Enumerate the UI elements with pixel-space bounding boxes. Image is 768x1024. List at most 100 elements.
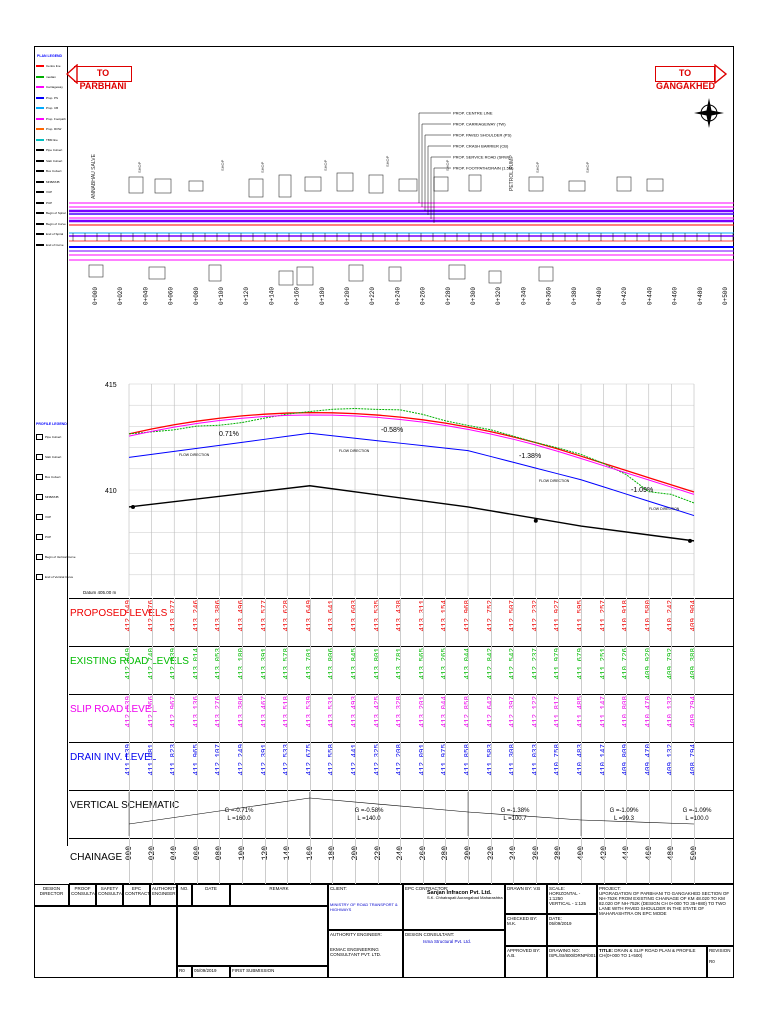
legend-swatch xyxy=(36,75,44,78)
grade-label: -1.09% xyxy=(631,487,653,494)
revision-header: REVISION xyxy=(709,948,731,953)
legend-swatch xyxy=(36,170,44,172)
table-column-divider xyxy=(196,598,198,884)
shop-label: SHOP xyxy=(260,161,265,173)
plan-callout: PROP. CENTRE LINE xyxy=(453,111,493,116)
plan-chainage: 0+120 xyxy=(243,287,250,305)
date-label: DATE: xyxy=(549,916,562,921)
date-header: DATE xyxy=(192,884,230,906)
building-outline xyxy=(296,266,314,286)
plan-legend-item: PUP xyxy=(36,201,52,205)
approved-by: APPROVED BY: A.B. xyxy=(505,946,547,978)
legend-swatch xyxy=(36,243,44,246)
legend-label: MNB/MJB xyxy=(45,495,59,499)
drain-inv-band xyxy=(69,742,734,790)
plan-legend-item: Pipe Culvert xyxy=(36,148,62,152)
plan-legend-item: Prop. PS xyxy=(36,96,58,100)
building-outline xyxy=(388,266,402,282)
proof-consultant-cell: PROOF CONSULTANT xyxy=(69,884,96,906)
plan-legend-item: MNB/MJB xyxy=(36,180,60,184)
plan-legend-item: End of Spiral xyxy=(36,232,63,236)
schematic-length: L =100.7 xyxy=(503,816,527,822)
profile-legend-title: PROFILE LEGEND xyxy=(36,422,67,426)
schematic-segment xyxy=(467,811,582,821)
table-column-divider xyxy=(219,598,221,884)
left-arrow-icon xyxy=(66,64,78,84)
schematic-segment xyxy=(580,819,695,825)
plan-chainage: 0+100 xyxy=(218,287,225,305)
profile-view: 415 410 Datum 405.00 m 0.71% -0.58% -1.38% -1.… xyxy=(83,382,695,596)
table-column-divider xyxy=(671,598,673,884)
scale-cell: SCALE: HORIZONTAL - 1:1250 VERTICAL - 1:… xyxy=(547,884,597,914)
plan-chainage: 0+080 xyxy=(193,287,200,305)
remark-header: REMARK xyxy=(230,884,328,906)
drawing-no-cell: DRAWING NO: ISPL/SI/800/DRNP/001 xyxy=(547,946,597,978)
table-column-divider xyxy=(242,598,243,884)
legend-label: median xyxy=(46,74,56,79)
building-outline xyxy=(568,180,586,192)
authority-engineer-header: AUTHORITY ENGINEER xyxy=(150,884,177,906)
profile-legend-item: End of Vertical Curve xyxy=(36,574,73,580)
flow-direction-label: FLOW DIRECTION xyxy=(539,479,570,483)
legend-swatch xyxy=(36,149,44,151)
rev-remark-cell: FIRST SUBMISSION xyxy=(230,966,328,978)
road-name-label: ANNABHAU SALVE xyxy=(91,153,97,199)
design-consultant-header: DESIGN CONSULTANT: xyxy=(405,932,455,937)
schematic-segment xyxy=(128,797,310,825)
building-outline xyxy=(538,266,554,282)
table-column-divider xyxy=(129,598,130,884)
building-outline xyxy=(448,264,466,280)
proposed-levels-band xyxy=(69,598,734,646)
legend-symbol xyxy=(36,454,43,460)
flow-direction-line xyxy=(128,485,695,542)
design-consultant-cell: DESIGN CONSULTANT: Isma Structural Pvt. … xyxy=(403,930,505,978)
legend-label: Pipe Culvert xyxy=(46,148,63,152)
legend-symbol xyxy=(36,554,43,560)
table-column-divider xyxy=(264,598,266,884)
building-outline xyxy=(398,178,418,192)
schematic-grade: G =-1.09% xyxy=(683,808,713,814)
plan-legend-item: Box Culvert xyxy=(36,169,62,173)
legend-swatch xyxy=(36,86,44,88)
plan-view: SHOP SHOP SHOP SHOP SHOP SHOP SHOP SHOP ANNABHAU… xyxy=(69,111,734,305)
drawing-title: DRAIN & SLIP ROAD PLAN & PROFILE CH(0+00… xyxy=(599,948,696,958)
building-outline xyxy=(148,266,166,280)
legend-swatch xyxy=(36,107,44,109)
to-gangakhed-label: TO GANGAKHED xyxy=(655,66,716,91)
series-line-0 xyxy=(128,411,695,493)
client-name: MINISTRY OF ROAD TRANSPORT & HIGHWAYS xyxy=(330,902,398,912)
plan-chainage: 0+240 xyxy=(394,287,401,305)
legend-symbol xyxy=(36,514,43,520)
drawing-no-header: DRAWING NO: xyxy=(549,948,580,953)
plan-chainage: 0+280 xyxy=(445,287,452,305)
shop-label: SHOP xyxy=(585,161,590,173)
revision-rows-area xyxy=(177,906,328,966)
design-director-cell: DESIGN DIRECTOR xyxy=(34,884,69,906)
plan-legend-item: median xyxy=(36,75,56,79)
flow-direction-label: FLOW DIRECTION xyxy=(179,453,210,457)
plan-chainage: 0+200 xyxy=(344,287,351,305)
table-column-divider xyxy=(603,598,605,884)
legend-label: Prop. CB xyxy=(46,106,59,110)
legend-label: TBM line xyxy=(46,137,58,142)
shop-label: SHOP xyxy=(385,155,390,167)
table-column-divider xyxy=(490,598,492,884)
grade-label: -0.58% xyxy=(381,427,403,434)
schematic-length: L =140.0 xyxy=(357,816,381,822)
project-header: PROJECT: xyxy=(599,886,621,891)
profile-legend-item: Begin of Vertical Curve xyxy=(36,554,76,560)
project-description: UPGRADATION OF PARBHANI TO GANGAKHED SEC… xyxy=(599,891,730,916)
scale-vertical: VERTICAL - 1:125 xyxy=(549,901,587,906)
legend-swatch xyxy=(36,201,44,204)
legend-label: PUP xyxy=(45,535,52,539)
epc-contractor-header: EPC CONTRACTOR xyxy=(123,884,150,906)
legend-label: VUP xyxy=(45,515,52,519)
signature-area xyxy=(34,906,177,978)
table-column-divider xyxy=(422,598,424,884)
to-parbhani-label: TO PARBHANI xyxy=(74,66,132,91)
profile-legend-item: MNB/MJB xyxy=(36,494,59,500)
schematic-grade: G =-1.38% xyxy=(501,808,531,814)
plan-callout: PROP. SERVICE ROAD (SRW) xyxy=(453,155,510,160)
legend-column: PLAN LEGEND Centre line median Carriageway… xyxy=(34,46,76,846)
drain-inv-label: DRAIN INV. LEVEL xyxy=(70,752,157,763)
